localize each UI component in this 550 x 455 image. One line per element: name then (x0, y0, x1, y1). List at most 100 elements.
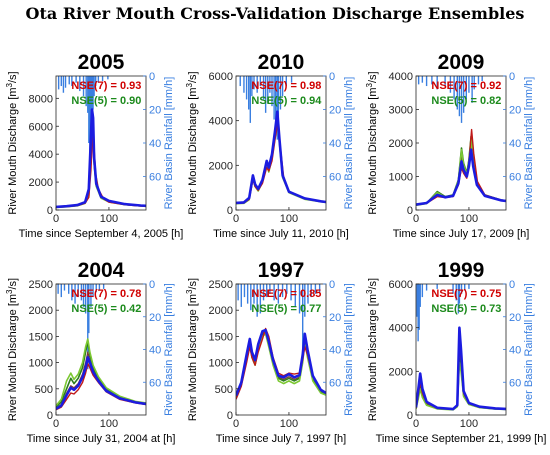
x-axis-label: Time since September 21, 1999 [h] (376, 433, 547, 445)
y2tick-label: 60 (509, 172, 521, 184)
series-line-3 (416, 326, 506, 411)
nse5-label: NSE(5) = 0.77 (251, 303, 321, 315)
ytick-label: 0 (227, 205, 233, 217)
plot-content (416, 284, 506, 411)
y2-axis-label: River Basin Rainfall [mm/h] (523, 283, 535, 416)
ytick-label: 3000 (389, 105, 413, 117)
nse7-label: NSE(7) = 0.78 (71, 288, 141, 300)
y2tick-label: 40 (149, 138, 161, 150)
nse5-label: NSE(5) = 0.42 (71, 303, 141, 315)
ytick-label: 4000 (389, 323, 413, 335)
ytick-label: 2000 (389, 138, 413, 150)
y2tick-label: 40 (149, 345, 161, 357)
ytick-label: 0 (227, 410, 233, 422)
ytick-label: 4000 (209, 116, 233, 128)
panel-2010: 2010 0 2000 4000 6000 0 100 0 20 40 60 NSE(7) = 0.9… (185, 51, 355, 240)
y2tick-label: 20 (329, 312, 341, 324)
y2-axis-label: River Basin Rainfall [mm/h] (523, 77, 535, 210)
ytick-label: 1000 (209, 358, 233, 370)
series-line-3 (56, 108, 146, 209)
panel-title: 2005 (78, 51, 125, 74)
nse5-label: NSE(5) = 0.82 (431, 95, 501, 107)
panel-title: 2004 (78, 259, 125, 282)
y2-axis-label: River Basin Rainfall [mm/h] (163, 283, 175, 416)
xtick-label: 0 (53, 418, 59, 430)
ytick-label: 2500 (209, 279, 233, 291)
x-axis-label: Time since July 11, 2010 [h] (213, 228, 349, 240)
nse5-label: NSE(5) = 0.94 (251, 95, 322, 107)
y2tick-label: 0 (509, 279, 515, 291)
y2tick-label: 60 (149, 377, 161, 389)
ytick-label: 6000 (29, 121, 53, 133)
x-axis-label: Time since July 17, 2009 [h] (393, 228, 530, 240)
y-axis-label: River Mouth Discharge [m3/s] (5, 278, 19, 421)
y-axis-label: River Mouth Discharge [m3/s] (5, 71, 19, 214)
plot-content (56, 76, 146, 209)
y2tick-label: 0 (509, 71, 515, 83)
figure-title: Ota River Mouth Cross-Validation Dischar… (25, 4, 525, 23)
series-line-3 (236, 328, 326, 397)
y2tick-label: 40 (329, 345, 341, 357)
y2tick-label: 0 (329, 279, 335, 291)
y2tick-label: 20 (509, 105, 521, 117)
xtick-label: 0 (233, 213, 239, 225)
xtick-label: 100 (460, 418, 478, 430)
y2tick-label: 0 (149, 279, 155, 291)
x-axis-label: Time since July 7, 1997 [h] (216, 433, 346, 445)
series-line-3 (236, 110, 326, 205)
y2tick-label: 40 (509, 138, 521, 150)
y2tick-label: 60 (509, 377, 521, 389)
xtick-label: 100 (100, 418, 118, 430)
nse7-label: NSE(7) = 0.93 (71, 80, 141, 92)
nse7-label: NSE(7) = 0.98 (251, 80, 321, 92)
y2tick-label: 20 (149, 312, 161, 324)
xtick-label: 0 (413, 213, 419, 225)
xtick-label: 0 (413, 418, 419, 430)
series-line-2 (56, 338, 146, 407)
y-axis-label: River Mouth Discharge [m3/s] (185, 278, 199, 421)
ytick-label: 2000 (389, 366, 413, 378)
ytick-label: 500 (215, 384, 233, 396)
ytick-label: 0 (407, 205, 413, 217)
ytick-label: 1500 (209, 331, 233, 343)
y2tick-label: 60 (149, 172, 161, 184)
nse7-label: NSE(7) = 0.75 (431, 288, 501, 300)
ytick-label: 4000 (389, 71, 413, 83)
ytick-label: 6000 (389, 279, 413, 291)
ytick-label: 6000 (209, 71, 233, 83)
ytick-label: 2000 (29, 177, 53, 189)
plot-content (236, 76, 326, 205)
y2tick-label: 40 (329, 138, 341, 150)
y-axis-label: River Mouth Discharge [m3/s] (365, 71, 379, 214)
xtick-label: 100 (280, 213, 298, 225)
ytick-label: 4000 (29, 149, 53, 161)
ytick-label: 2500 (29, 279, 53, 291)
y2tick-label: 0 (329, 71, 335, 83)
ytick-label: 0 (407, 410, 413, 422)
plot-content (416, 76, 506, 207)
xtick-label: 100 (280, 418, 298, 430)
y2-axis-label: River Basin Rainfall [mm/h] (343, 283, 355, 416)
y2tick-label: 20 (149, 105, 161, 117)
series-line-3 (56, 356, 146, 410)
y2tick-label: 20 (329, 105, 341, 117)
nse7-label: NSE(7) = 0.92 (431, 80, 501, 92)
xtick-label: 100 (460, 213, 478, 225)
panel-1999: 1999 0 2000 4000 6000 0 100 0 20 40 60 NSE(7) = 0.7… (365, 259, 546, 445)
plot-content (236, 284, 326, 400)
y2tick-label: 0 (149, 71, 155, 83)
y2tick-label: 40 (509, 345, 521, 357)
y2tick-label: 60 (329, 172, 341, 184)
plot-area (56, 76, 146, 210)
xtick-label: 100 (100, 213, 118, 225)
x-axis-label: Time since July 31, 2004 at [h] (27, 433, 176, 445)
ytick-label: 8000 (29, 93, 53, 105)
y-axis-label: River Mouth Discharge [m3/s] (365, 278, 379, 421)
nse5-label: NSE(5) = 0.90 (71, 95, 141, 107)
y2-axis-label: River Basin Rainfall [mm/h] (343, 77, 355, 210)
plot-content (56, 284, 146, 411)
ytick-label: 1000 (29, 358, 53, 370)
